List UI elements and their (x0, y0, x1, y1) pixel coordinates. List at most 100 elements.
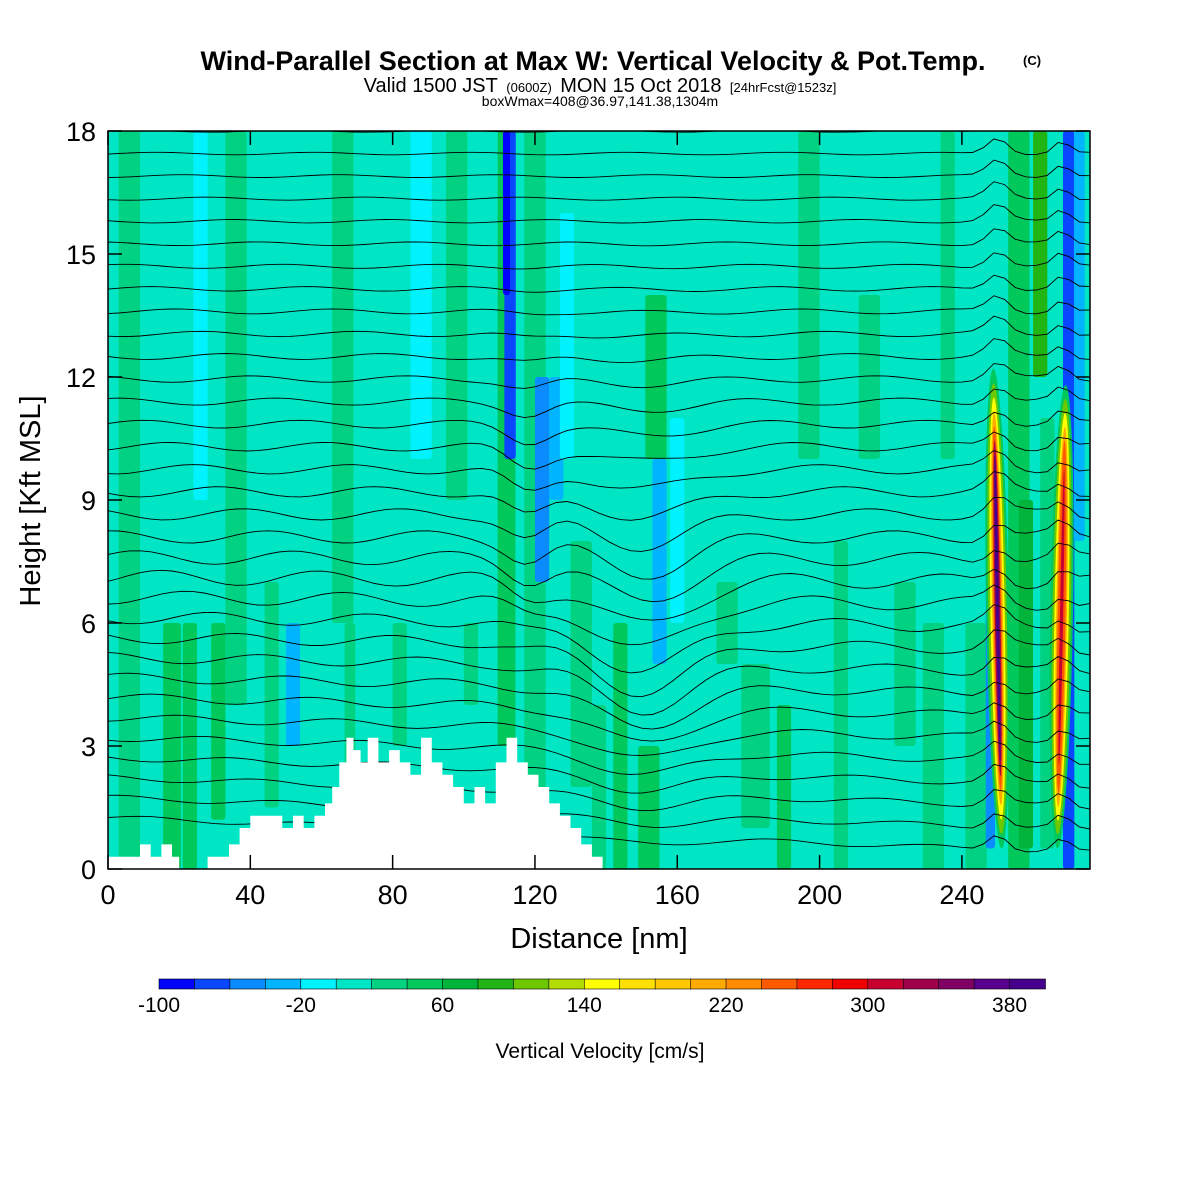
isentrope-line (108, 449, 1090, 491)
velocity-band (410, 131, 432, 459)
isentrope-line (108, 386, 1090, 419)
isentrope-line (108, 295, 1090, 316)
colorbar-swatch (619, 978, 656, 990)
isentrope-line (108, 471, 1090, 521)
colorbar-swatch (194, 978, 231, 990)
velocity-band (570, 541, 592, 787)
potential-temperature-contours (108, 131, 1090, 853)
velocity-band (332, 131, 354, 623)
velocity-band (502, 131, 511, 295)
velocity-band (1073, 131, 1085, 541)
isentrope-line (108, 228, 1090, 247)
velocity-band (285, 623, 301, 746)
isentrope-line (108, 774, 1090, 812)
y-tick-label: 12 (66, 363, 96, 393)
velocity-band (1033, 131, 1048, 377)
colorbar-swatch (158, 978, 196, 990)
subtitle-date: MON 15 Oct 2018 (560, 75, 721, 97)
x-axis-label: Distance [nm] (510, 923, 687, 955)
colorbar-tick-label: 140 (567, 994, 602, 1017)
x-tick-label: 200 (797, 880, 842, 910)
terrain (108, 737, 603, 869)
velocity-band (1018, 500, 1034, 849)
y-tick-label: 0 (81, 855, 96, 885)
colorbar-swatch (902, 978, 940, 990)
copyright-mark: (C) (1023, 53, 1041, 68)
velocity-band (645, 295, 667, 459)
isentrope-line (108, 756, 1090, 794)
isentrope-line (108, 138, 1090, 156)
subtitle-valid: Valid 1500 JST (364, 75, 498, 97)
velocity-band (716, 582, 738, 664)
velocity-band (211, 623, 226, 820)
colorbar-swatch (265, 978, 302, 990)
isentrope-line (108, 159, 1090, 178)
velocity-band (591, 705, 607, 869)
colorbar-swatch (690, 978, 727, 990)
isentrope-line (108, 315, 1090, 339)
colorbar-swatch (583, 978, 621, 990)
x-tick-label: 0 (100, 880, 115, 910)
isentrope-line (108, 519, 1090, 580)
velocity-band (613, 623, 628, 869)
velocity-band (392, 623, 407, 746)
y-tick-label: 3 (81, 732, 96, 762)
isentrope-line (108, 410, 1090, 446)
colorbar-swatch (371, 978, 408, 990)
isentrope-line (108, 568, 1090, 621)
colorbar-swatch (796, 978, 834, 990)
colorbar-swatch (725, 978, 763, 990)
colorbar-swatch (335, 978, 373, 990)
colorbar-swatch (548, 978, 586, 990)
chart-subtitle: Valid 1500 JST (0600Z) MON 15 Oct 2018 [… (364, 75, 837, 97)
y-tick-label: 15 (66, 240, 96, 270)
velocity-band (965, 623, 987, 869)
isentrope-line (108, 338, 1090, 364)
colorbar-title: Vertical Velocity [cm/s] (496, 1040, 705, 1063)
velocity-band (559, 213, 575, 459)
velocity-band (225, 131, 247, 705)
isentrope-line (108, 672, 1090, 730)
isentrope-line (108, 274, 1090, 293)
velocity-band (264, 582, 279, 808)
velocity-band (638, 746, 660, 869)
velocity-band (163, 623, 181, 869)
colorbar-tick-label: 380 (992, 994, 1027, 1017)
y-axis: 0 3 6 9 12 15 18 (66, 117, 1090, 885)
velocity-band (652, 459, 667, 664)
colorbar-tick-label: 300 (850, 994, 885, 1017)
isentrope-line (108, 252, 1090, 270)
velocity-band (182, 623, 197, 869)
chart-title: Wind-Parallel Section at Max W: Vertical… (201, 46, 986, 76)
colorbar-tick-label: 220 (709, 994, 744, 1017)
y-axis-label: Height [Kft MSL] (15, 395, 47, 606)
velocity-band (858, 295, 881, 459)
isentrope-line (108, 714, 1090, 756)
colorbar-swatch (761, 978, 798, 990)
isentrope-line (108, 204, 1090, 224)
colorbar-swatch (654, 978, 692, 990)
x-tick-label: 240 (939, 880, 984, 910)
colorbar-swatch (406, 978, 444, 990)
velocity-band (463, 623, 479, 705)
velocity-band (534, 377, 550, 582)
colorbar-swatch (442, 978, 479, 990)
isentrope-line (108, 629, 1090, 698)
velocity-band (670, 418, 685, 623)
x-tick-label: 160 (655, 880, 700, 910)
colorbar-tick-label: -20 (286, 994, 316, 1017)
velocity-band (922, 623, 945, 869)
x-tick-label: 80 (378, 880, 408, 910)
velocity-band (894, 582, 916, 746)
velocity-band (940, 131, 955, 459)
terrain-layer (108, 737, 603, 869)
subtitle-forecast: [24hrFcst@1523z] (730, 80, 836, 95)
colorbar-tick-label: 60 (431, 994, 454, 1017)
colorbar-swatch (300, 978, 338, 990)
colorbar-swatch (938, 978, 975, 990)
updraft-core (994, 455, 1001, 763)
colorbar-swatch (832, 978, 869, 990)
isentrope-line (108, 584, 1090, 646)
y-tick-label: 18 (66, 117, 96, 147)
